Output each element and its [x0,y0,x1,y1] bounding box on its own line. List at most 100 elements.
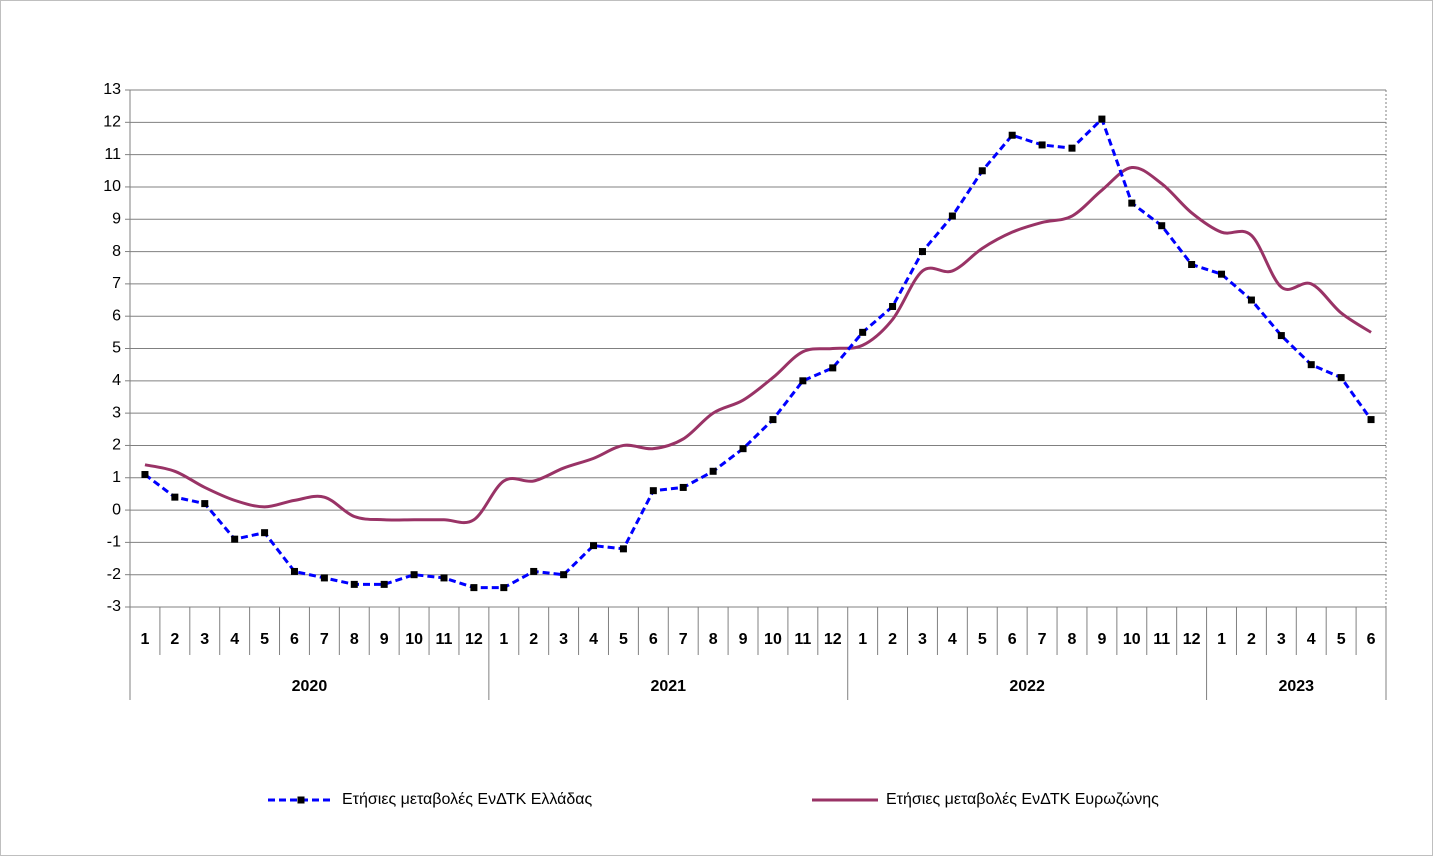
data-marker [171,493,179,501]
x-tick-label: 4 [589,631,598,648]
x-tick-label: 5 [978,631,987,648]
data-marker [380,580,388,588]
year-label: 2022 [1009,678,1045,695]
x-tick-label: 11 [436,631,453,648]
x-tick-label: 12 [824,631,842,648]
x-tick-label: 9 [1097,631,1106,648]
data-marker [948,212,956,220]
data-marker [1188,260,1196,268]
x-tick-label: 7 [320,631,329,648]
year-label: 2021 [650,678,686,695]
x-tick-label: 8 [709,631,718,648]
data-marker [679,483,687,491]
series-line [144,166,1372,525]
data-marker [590,542,598,550]
x-tick-label: 1 [499,631,508,648]
x-tick-label: 4 [948,631,957,648]
x-tick-label: 5 [260,631,269,648]
x-tick-label: 11 [1153,631,1170,648]
data-marker [141,471,149,479]
x-tick-label: 8 [350,631,359,648]
legend-marker [297,796,305,804]
y-tick-label: 13 [103,81,121,98]
y-tick-label: 0 [112,501,121,518]
data-marker [709,467,717,475]
x-tick-label: 12 [1183,631,1201,648]
x-tick-label: 1 [1217,631,1226,648]
y-tick-label: -1 [107,534,121,551]
data-marker [1307,361,1315,369]
x-tick-label: 2 [529,631,538,648]
x-tick-label: 3 [918,631,927,648]
x-tick-label: 2 [888,631,897,648]
data-marker [859,328,867,336]
x-tick-label: 7 [679,631,688,648]
data-marker [619,545,627,553]
x-tick-label: 9 [380,631,389,648]
y-tick-label: 8 [112,243,121,260]
x-tick-label: 8 [1068,631,1077,648]
data-marker [1367,416,1375,424]
y-tick-label: 12 [103,114,121,131]
x-tick-label: 4 [1307,631,1316,648]
y-tick-label: 5 [112,340,121,357]
data-marker [1098,115,1106,123]
data-marker [1128,199,1136,207]
data-marker [799,377,807,385]
data-marker [889,302,897,310]
x-tick-label: 6 [1367,631,1376,648]
y-tick-label: 11 [104,146,121,163]
x-tick-label: 10 [405,631,423,648]
x-tick-label: 9 [739,631,748,648]
data-marker [1218,270,1226,278]
legend-label: Ετήσιες μεταβολές ΕνΔΤΚ Ελλάδας [342,791,593,808]
data-marker [829,364,837,372]
data-marker [1038,141,1046,149]
data-marker [649,487,657,495]
data-marker [1277,332,1285,340]
y-tick-label: 6 [112,307,121,324]
series-line [144,116,1373,590]
x-tick-label: 3 [200,631,209,648]
data-marker [500,584,508,592]
y-tick-label: -3 [107,598,121,615]
data-marker [231,535,239,543]
y-tick-label: 4 [112,372,121,389]
data-marker [978,167,986,175]
data-marker [918,248,926,256]
x-tick-label: 5 [619,631,628,648]
data-marker [560,571,568,579]
data-marker [290,567,298,575]
data-marker [1008,131,1016,139]
y-tick-label: 10 [103,178,121,195]
data-marker [410,571,418,579]
x-tick-label: 10 [1123,631,1141,648]
y-tick-label: 1 [112,469,121,486]
data-marker [320,574,328,582]
x-tick-label: 2 [1247,631,1256,648]
x-tick-label: 1 [858,631,867,648]
data-marker [1337,374,1345,382]
x-tick-label: 2 [170,631,179,648]
data-marker [470,584,478,592]
data-marker [261,529,269,537]
x-tick-label: 1 [140,631,149,648]
data-marker [440,574,448,582]
legend-label: Ετήσιες μεταβολές ΕνΔΤΚ Ευρωζώνης [886,791,1159,808]
data-marker [1247,296,1255,304]
x-tick-label: 4 [230,631,239,648]
x-tick-label: 10 [764,631,782,648]
y-tick-label: 3 [112,404,121,421]
data-marker [201,500,209,508]
x-tick-label: 12 [465,631,483,648]
x-tick-label: 6 [290,631,299,648]
data-marker [1158,222,1166,230]
data-marker [530,567,538,575]
x-tick-label: 6 [649,631,658,648]
data-marker [350,580,358,588]
y-tick-label: -2 [107,566,121,583]
y-tick-label: 2 [112,437,121,454]
x-tick-label: 7 [1038,631,1047,648]
